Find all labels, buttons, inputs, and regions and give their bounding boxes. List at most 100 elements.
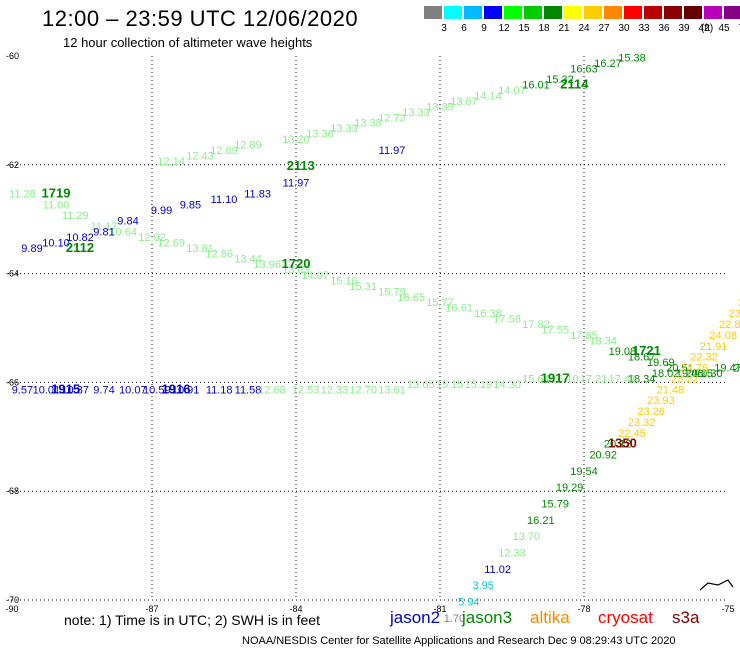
color-scale-label: 15 — [518, 23, 530, 34]
wave-height-value: 12.14 — [157, 156, 185, 168]
color-scale-label: 42 — [698, 23, 710, 34]
color-scale-swatch — [444, 6, 462, 19]
color-scale-swatch — [644, 6, 662, 19]
wave-height-value: 19.54 — [570, 466, 598, 478]
color-scale-swatch — [544, 6, 562, 19]
wave-height-value: 13.33 — [330, 123, 358, 135]
wave-height-value: 14.07 — [498, 85, 526, 97]
wave-height-value: 11.00 — [43, 199, 70, 211]
wave-height-value: 12.92 — [138, 232, 166, 244]
latitude-label: -70 — [6, 595, 19, 605]
color-scale-swatch — [524, 6, 542, 19]
page-title: 12:00 – 23:59 UTC 12/06/2020 — [42, 6, 359, 31]
wave-height-value: 9.81 — [93, 227, 114, 239]
wave-height-value: 15.15 — [436, 379, 464, 391]
wave-height-value: 16.01 — [522, 80, 550, 92]
wave-height-value: 23.26 — [637, 406, 665, 418]
wave-height-value: 11.17 — [91, 221, 118, 233]
wave-height-value: 11.10 — [211, 194, 238, 206]
wave-height-value: 10.82 — [66, 232, 94, 244]
wave-height-value: 10.10 — [42, 237, 70, 249]
wave-height-value: 10.01 — [33, 384, 61, 396]
page-subtitle: 12 hour collection of altimeter wave hei… — [63, 35, 313, 50]
color-scale-unit: (ft) — [701, 23, 714, 34]
wave-height-value: 17.41 — [609, 373, 637, 385]
wave-height-value: 24.76 — [681, 363, 709, 375]
color-scale-label: 45 — [718, 23, 730, 34]
pass-time-label: 1350 — [608, 436, 637, 451]
color-scale-label: 9 — [481, 23, 487, 34]
wave-height-value: 20.12 — [604, 439, 632, 451]
wave-height-value: 11.97 — [283, 178, 310, 190]
wave-height-value: 10.07 — [119, 384, 147, 396]
color-scale-swatch — [584, 6, 602, 19]
satellite-legend-jason2: jason2 — [390, 608, 441, 627]
wave-height-value: 20.15 — [685, 368, 713, 380]
wave-height-value: 20.92 — [589, 450, 617, 462]
pass-time-label: 2113 — [287, 158, 315, 173]
wave-height-value: 12.33 — [321, 384, 349, 396]
color-scale-label: 36 — [658, 23, 670, 34]
color-scale-swatch — [724, 6, 740, 19]
latitude-label: -62 — [6, 160, 19, 170]
longitude-label: -78 — [577, 604, 590, 614]
wave-height-value: 3.95 — [472, 580, 493, 592]
wave-height-value: 5.94 — [458, 596, 479, 608]
wave-height-value: 15.32 — [546, 74, 574, 86]
wave-height-value: 13.44 — [234, 254, 262, 266]
wave-height-value: 9.85 — [180, 199, 201, 211]
wave-height-value: 20.30 — [695, 368, 723, 380]
wave-height-value: 17.21 — [580, 373, 608, 385]
color-scale-swatch — [604, 6, 622, 19]
wave-height-value: 12.53 — [292, 384, 320, 396]
longitude-label: -81 — [433, 604, 446, 614]
longitude-label: -84 — [289, 604, 302, 614]
wave-height-value: 13.35 — [426, 101, 454, 113]
wave-height-value: 15.38 — [618, 52, 646, 64]
wave-height-value: 16.27 — [594, 58, 622, 70]
wave-height-value: 15.31 — [349, 281, 377, 293]
wave-height-value: 16.63 — [570, 63, 598, 75]
wave-height-value: 16.65 — [397, 292, 425, 304]
wave-height-value: 11.83 — [244, 188, 271, 200]
wave-height-value: 19.46 — [676, 368, 704, 380]
color-scale-swatch — [484, 6, 502, 19]
wave-height-value: 1.70 — [444, 613, 465, 625]
wave-height-value: 21.91 — [700, 341, 728, 353]
latitude-label: -68 — [6, 486, 19, 496]
wave-height-value: 13.96 — [253, 259, 281, 271]
wave-height-value: 15.79 — [541, 499, 569, 511]
wave-height-value: 13.36 — [306, 129, 334, 141]
wave-height-value: 22.32 — [690, 352, 718, 364]
wave-height-value: 10.91 — [172, 384, 200, 396]
wave-height-value: 12.68 — [258, 384, 286, 396]
wave-height-value: 16.38 — [474, 308, 502, 320]
wave-height-value: 11.97 — [379, 145, 406, 157]
color-scale-label: 27 — [598, 23, 610, 34]
color-scale-swatch — [704, 6, 722, 19]
footer-credit: NOAA/NESDIS Center for Satellite Applica… — [242, 635, 676, 647]
footer-note: note: 1) Time is in UTC; 2) SWH is in fe… — [64, 612, 320, 628]
wave-height-value: 23.96 — [738, 297, 740, 309]
wave-height-value: 14.14 — [474, 91, 502, 103]
wave-height-value: 13.33 — [402, 107, 430, 119]
wave-height-value: 23.12 — [729, 308, 740, 320]
wave-height-value: 13.38 — [354, 118, 382, 130]
wave-height-value: 10.59 — [143, 384, 171, 396]
wave-height-value: 16.61 — [445, 303, 473, 315]
satellite-legend-s3a: s3a — [672, 608, 700, 627]
wave-height-value: 10.64 — [109, 227, 137, 239]
wave-height-value: 20.51 — [666, 363, 694, 375]
wave-height-value: 13.61 — [378, 384, 406, 396]
color-scale-label: 30 — [618, 23, 630, 34]
wave-height-value: 12.89 — [234, 139, 262, 151]
wave-height-value: 24.08 — [709, 330, 737, 342]
wave-height-value: 9.84 — [117, 216, 138, 228]
wave-height-value: 15.16 — [330, 275, 358, 287]
wave-height-value: 13.67 — [450, 96, 478, 108]
wave-height-value: 11.02 — [484, 564, 511, 576]
wave-height-value: 12.33 — [498, 547, 526, 559]
color-scale-swatch — [504, 6, 522, 19]
satellite-legend-altika: altika — [530, 608, 570, 627]
